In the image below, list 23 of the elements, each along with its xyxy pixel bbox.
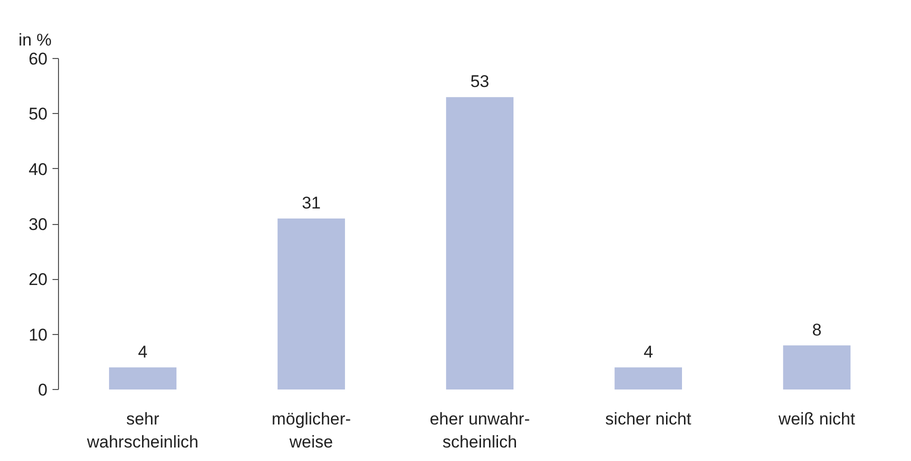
data-label: 4 bbox=[138, 342, 148, 362]
y-tick-label: 60 bbox=[28, 50, 48, 68]
data-label: 53 bbox=[470, 72, 490, 92]
x-tick-label: sehr wahrscheinlich bbox=[86, 410, 199, 452]
bar bbox=[783, 345, 851, 390]
y-axis-title: in % bbox=[18, 30, 52, 50]
data-label: 8 bbox=[812, 320, 822, 340]
x-tick-label: sicher nicht bbox=[605, 410, 692, 428]
y-tick-label: 40 bbox=[28, 160, 48, 179]
y-tick-label: 0 bbox=[38, 380, 48, 400]
y-tick-label: 50 bbox=[28, 104, 48, 124]
x-tick-label: weiß nicht bbox=[778, 410, 856, 428]
bar bbox=[109, 367, 176, 390]
bar bbox=[446, 97, 514, 390]
x-tick-label: eher unwahr- scheinlich bbox=[430, 410, 530, 452]
data-label: 31 bbox=[302, 193, 321, 212]
y-tick-label: 10 bbox=[28, 325, 48, 344]
data-label: 4 bbox=[644, 342, 654, 362]
x-tick-label: möglicher- weise bbox=[272, 410, 351, 452]
bar bbox=[278, 218, 345, 390]
y-tick-label: 20 bbox=[28, 270, 48, 290]
y-tick-label: 30 bbox=[28, 215, 48, 234]
bar bbox=[614, 367, 682, 390]
